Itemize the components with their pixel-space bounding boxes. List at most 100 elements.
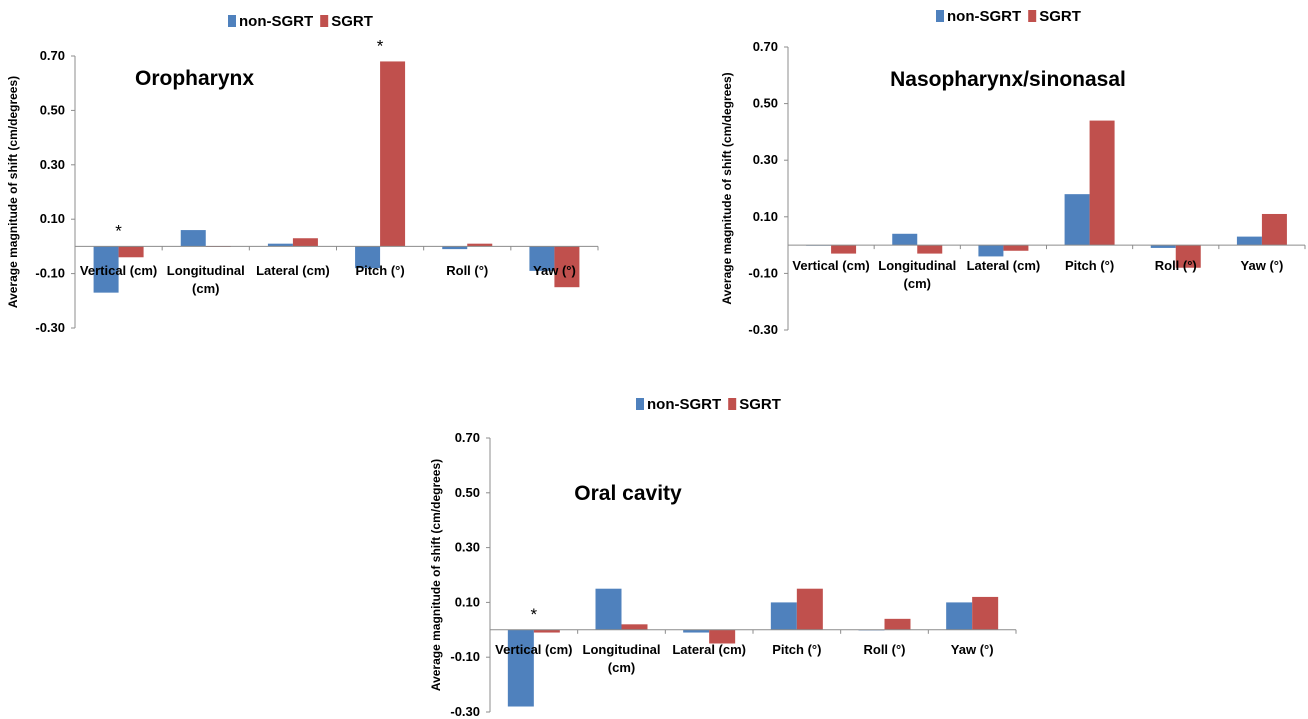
y-tick-label: 0.30 bbox=[455, 540, 480, 555]
significance-marker: * bbox=[115, 221, 122, 240]
bar-sgrt-2 bbox=[917, 245, 943, 254]
y-tick-label: 0.50 bbox=[753, 96, 778, 111]
bar-sgrt-2 bbox=[621, 624, 648, 630]
chart-legend: non-SGRT SGRT bbox=[636, 396, 781, 413]
y-axis-title: Average magnitude of shift (cm/degrees) bbox=[720, 72, 734, 304]
chart-legend: non-SGRT SGRT bbox=[228, 13, 373, 30]
y-tick-label: 0.10 bbox=[40, 211, 65, 226]
bar-non-sgrt-5 bbox=[1150, 245, 1176, 248]
bar-non-sgrt-1 bbox=[93, 246, 119, 293]
x-tick-label: Longitudinal bbox=[167, 263, 245, 278]
y-tick-label: -0.10 bbox=[35, 266, 65, 281]
y-tick-label: -0.30 bbox=[748, 322, 778, 337]
x-tick-label: (cm) bbox=[192, 281, 219, 296]
legend-swatch-non-sgrt bbox=[228, 15, 236, 27]
y-tick-label: 0.10 bbox=[455, 594, 480, 609]
legend-label: non-SGRT bbox=[947, 8, 1021, 25]
legend-swatch-sgrt bbox=[320, 15, 329, 27]
x-tick-label: Pitch (°) bbox=[1065, 258, 1114, 273]
significance-marker: * bbox=[377, 36, 384, 55]
y-tick-label: 0.30 bbox=[40, 157, 65, 172]
y-tick-label: -0.30 bbox=[450, 704, 480, 719]
x-tick-label: Roll (°) bbox=[863, 642, 905, 657]
significance-marker: * bbox=[531, 605, 538, 624]
x-tick-label: Longitudinal bbox=[878, 258, 956, 273]
legend-swatch-sgrt bbox=[728, 398, 737, 410]
bar-non-sgrt-1 bbox=[507, 629, 534, 707]
legend-label: non-SGRT bbox=[647, 396, 721, 413]
legend-swatch-sgrt bbox=[1028, 10, 1037, 22]
y-tick-label: 0.10 bbox=[753, 209, 778, 224]
y-tick-label: 0.70 bbox=[40, 48, 65, 63]
bar-non-sgrt-3 bbox=[683, 629, 710, 633]
x-tick-label: Roll (°) bbox=[446, 263, 488, 278]
y-axis-title: Average magnitude of shift (cm/degrees) bbox=[429, 459, 443, 691]
bar-sgrt-6 bbox=[972, 596, 999, 630]
bar-sgrt-5 bbox=[884, 618, 911, 630]
x-tick-label: Vertical (cm) bbox=[495, 642, 572, 657]
bar-non-sgrt-5 bbox=[442, 246, 468, 250]
bar-non-sgrt-4 bbox=[355, 246, 381, 269]
legend-swatch-non-sgrt bbox=[936, 10, 944, 22]
bar-non-sgrt-2 bbox=[892, 233, 918, 246]
chart-panel-1: non-SGRT SGRT 0.70 0.50 0.30 0.10 -0.10 -0.30 Av… bbox=[6, 13, 599, 335]
bar-non-sgrt-6 bbox=[1236, 236, 1262, 246]
bar-sgrt-1 bbox=[831, 245, 857, 254]
bar-non-sgrt-3 bbox=[267, 243, 293, 247]
bar-sgrt-1 bbox=[118, 246, 144, 258]
x-tick-label: Yaw (°) bbox=[951, 642, 994, 657]
bar-sgrt-3 bbox=[292, 238, 318, 247]
bar-non-sgrt-6 bbox=[529, 246, 555, 271]
x-tick-label: Lateral (cm) bbox=[672, 642, 746, 657]
bar-sgrt-1 bbox=[533, 629, 560, 633]
chart-panel-2: non-SGRT SGRT 0.70 0.50 0.30 0.10 -0.10 -0.30 Av… bbox=[720, 8, 1306, 337]
x-tick-label: Lateral (cm) bbox=[967, 258, 1041, 273]
x-tick-label: Yaw (°) bbox=[1241, 258, 1284, 273]
y-tick-label: -0.10 bbox=[450, 649, 480, 664]
y-tick-label: -0.10 bbox=[748, 265, 778, 280]
x-tick-label: Lateral (cm) bbox=[256, 263, 330, 278]
x-tick-label: (cm) bbox=[904, 276, 931, 291]
legend-label: SGRT bbox=[331, 13, 373, 30]
bar-sgrt-6 bbox=[554, 246, 580, 288]
y-tick-label: -0.30 bbox=[35, 320, 65, 335]
chart-title: Nasopharynx/sinonasal bbox=[890, 68, 1126, 91]
y-tick-label: 0.50 bbox=[40, 102, 65, 117]
x-tick-label: Yaw (°) bbox=[533, 263, 576, 278]
chart-panel-3: non-SGRT SGRT 0.70 0.50 0.30 0.10 -0.10 -0.30 Av… bbox=[429, 396, 1017, 719]
legend-label: SGRT bbox=[1039, 8, 1081, 25]
bar-sgrt-5 bbox=[1175, 245, 1201, 268]
bar-sgrt-6 bbox=[1261, 213, 1287, 246]
legend-swatch-non-sgrt bbox=[636, 398, 644, 410]
bar-non-sgrt-6 bbox=[946, 602, 973, 630]
x-tick-label: Longitudinal bbox=[583, 642, 661, 657]
bar-non-sgrt-4 bbox=[1064, 194, 1090, 246]
bar-sgrt-3 bbox=[709, 629, 736, 644]
chart-legend: non-SGRT SGRT bbox=[936, 8, 1081, 25]
y-tick-label: 0.30 bbox=[753, 152, 778, 167]
bar-sgrt-4 bbox=[1089, 120, 1115, 246]
bar-non-sgrt-4 bbox=[770, 602, 797, 630]
legend-label: non-SGRT bbox=[239, 13, 313, 30]
bar-sgrt-4 bbox=[796, 588, 823, 630]
y-tick-label: 0.70 bbox=[753, 39, 778, 54]
x-tick-label: Pitch (°) bbox=[772, 642, 821, 657]
legend-label: SGRT bbox=[739, 396, 781, 413]
y-tick-label: 0.50 bbox=[455, 485, 480, 500]
x-tick-label: Pitch (°) bbox=[355, 263, 404, 278]
bar-non-sgrt-2 bbox=[595, 588, 622, 630]
bar-sgrt-5 bbox=[467, 243, 493, 247]
bar-non-sgrt-3 bbox=[978, 245, 1004, 257]
x-tick-label: Vertical (cm) bbox=[80, 263, 157, 278]
bar-non-sgrt-2 bbox=[180, 230, 206, 247]
x-tick-label: (cm) bbox=[608, 660, 635, 675]
chart-title: Oropharynx bbox=[135, 67, 254, 90]
x-tick-label: Vertical (cm) bbox=[792, 258, 869, 273]
bar-sgrt-3 bbox=[1003, 245, 1029, 251]
bar-sgrt-4 bbox=[380, 61, 406, 247]
chart-title: Oral cavity bbox=[574, 482, 682, 505]
y-axis-title: Average magnitude of shift (cm/degrees) bbox=[6, 76, 20, 308]
x-tick-label: Roll (°) bbox=[1155, 258, 1197, 273]
y-tick-label: 0.70 bbox=[455, 430, 480, 445]
